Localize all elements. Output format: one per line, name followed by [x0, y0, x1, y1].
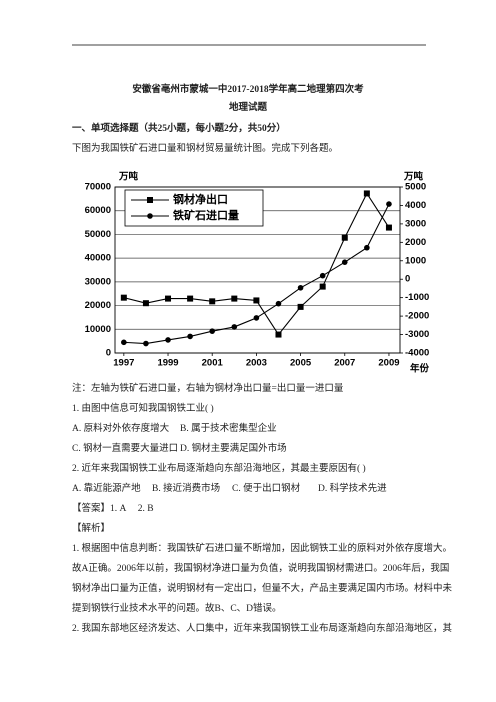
intro: 下图为我国铁矿石进口量和钢材贸易量统计图。完成下列各题。 — [72, 142, 338, 154]
x-tick-label: 2001 — [202, 358, 224, 369]
marker — [231, 295, 238, 302]
marker — [121, 339, 127, 346]
marker — [253, 315, 260, 321]
y-tick-label: 20000 — [85, 300, 111, 311]
marker — [165, 295, 172, 302]
y-tick-label: 10000 — [85, 324, 111, 335]
y2-tick-label: -1000 — [405, 292, 429, 303]
marker — [253, 297, 260, 304]
marker — [142, 300, 149, 307]
marker — [209, 298, 216, 305]
marker — [297, 284, 304, 291]
marker — [231, 324, 238, 330]
marker — [187, 295, 194, 302]
y-tick-label: 0 — [106, 348, 111, 359]
analysis-line: 提到钢铁行业技术水平的问题。故B、C、D错误。 — [72, 602, 282, 614]
marker — [341, 259, 348, 265]
option: A. 原料对外依存度增大 — [72, 422, 170, 434]
analysis-line: 钢材净出口量为正值，说明钢材有一定出口，但量不大，产品主要满足国内市场。材料中未 — [72, 582, 453, 594]
option: D. 钢材主要满足国外市场 — [180, 442, 287, 454]
y2-tick-label: 3000 — [405, 218, 426, 229]
y2-tick-label: 2000 — [405, 237, 426, 248]
answer: 【答案】1. A 2. B — [72, 502, 154, 514]
y-tick-label: 40000 — [85, 253, 111, 264]
option: C. 钢材一直需要大量进口 — [72, 442, 178, 454]
marker — [319, 283, 326, 290]
y2-tick-label: -4000 — [405, 348, 429, 359]
section-heading: 一、单项选择题（共25小题，每小题2分，共50分） — [72, 122, 286, 134]
x-axis-label: 年份 — [410, 363, 430, 375]
marker — [209, 328, 216, 334]
marker — [143, 340, 149, 347]
marker — [386, 201, 392, 207]
legend-box — [124, 189, 264, 227]
legend-label: 铁矿石进口量 — [173, 208, 239, 222]
y-axis-label: 万吨 — [118, 171, 139, 183]
subtitle: 地理试题 — [229, 101, 268, 113]
analysis-line: 2. 我国东部地区经济发达、人口集中，近年来我国钢铁工业布局逐渐趋向东部沿海地区… — [72, 622, 453, 634]
y-tick-label: 70000 — [85, 182, 111, 193]
question-stem: 2. 近年来我国钢铁工业布局逐渐趋向东部沿海地区，其最主要原因有( ) — [72, 462, 366, 474]
x-tick-label: 1997 — [113, 358, 134, 369]
x-tick-label: 2009 — [378, 358, 399, 369]
y-tick-label: 60000 — [85, 205, 111, 216]
y2-tick-label: -2000 — [405, 311, 429, 322]
question-stem: 1. 由图中信息可知我国钢铁工业( ) — [72, 402, 214, 414]
legend-marker — [147, 197, 153, 203]
y2-tick-label: 4000 — [405, 200, 426, 211]
x-tick-label: 2003 — [246, 358, 267, 369]
marker — [165, 337, 171, 343]
option: D. 科学技术先进 — [318, 482, 387, 494]
analysis-line: 1. 根据图中信息判断：我国铁矿石进口量不断增加，因此钢铁工业的原料对外依存度增… — [72, 542, 452, 554]
marker — [385, 224, 392, 231]
legend-label: 钢材净出口 — [173, 192, 228, 206]
marker — [319, 272, 326, 279]
title: 安徽省亳州市蒙城一中2017-2018学年高二地理第四次考 — [132, 83, 364, 95]
option: A. 靠近能源产地 — [72, 482, 141, 494]
legend-marker — [147, 213, 153, 219]
marker — [364, 244, 370, 251]
option: B. 属于技术密集型企业 — [180, 422, 277, 434]
option: B. 接近消费市场 — [152, 482, 220, 494]
marker — [341, 234, 348, 241]
marker — [363, 190, 370, 197]
analysis-line: 故A正确。2006年以前，我国钢材净进口量为负值，说明我国钢材需进口。2006年… — [72, 562, 449, 574]
y2-tick-label: 5000 — [405, 182, 426, 193]
y2-axis-label: 万吨 — [403, 171, 424, 183]
note: 注：左轴为铁矿石进口量，右轴为钢材净出口量=出口量一进口量 — [72, 382, 344, 394]
plot-frame — [114, 186, 401, 354]
x-tick-label: 2007 — [334, 358, 355, 369]
y2-tick-label: 1000 — [405, 255, 426, 266]
x-tick-label: 2005 — [290, 358, 312, 369]
x-tick-label: 1999 — [157, 358, 178, 369]
marker — [120, 294, 127, 301]
chart: 010000200003000040000500006000070000-400… — [85, 171, 430, 375]
y2-tick-label: -3000 — [405, 329, 429, 340]
marker — [187, 333, 193, 340]
marker — [275, 300, 282, 307]
option: C. 便于出口钢材 — [232, 482, 301, 494]
y-tick-label: 50000 — [85, 229, 111, 240]
marker — [297, 303, 304, 310]
analysis-heading: 【解析】 — [72, 522, 110, 534]
y-tick-label: 30000 — [85, 276, 111, 287]
marker — [275, 331, 282, 338]
y2-tick-label: 0 — [405, 274, 410, 285]
